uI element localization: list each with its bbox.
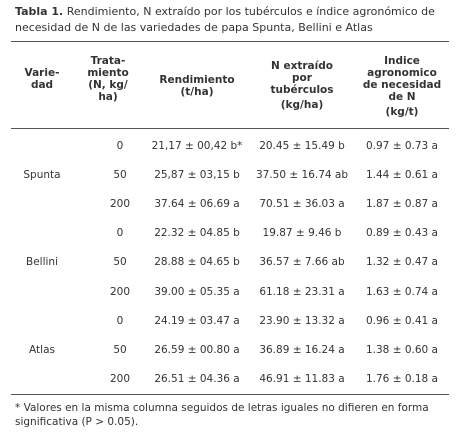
footnote: * Valores en la misma columna seguidos d…	[15, 402, 429, 428]
cell-n-extraido: 61.18 ± 23.31 a	[259, 286, 345, 298]
caption-text: Rendimiento, N extraído por los tubércul…	[15, 5, 435, 34]
cell-rendimiento: 39.00 ± 05.35 a	[154, 286, 240, 298]
cell-n-extraido: 36.89 ± 16.24 a	[259, 344, 345, 356]
cell-n-extraido: 23.90 ± 13.32 a	[259, 315, 345, 327]
cell-indice: 1.87 ± 0.87 a	[365, 198, 438, 210]
cell-variedad: Bellini	[26, 256, 58, 268]
header-rendimiento-line: (t/ha)	[180, 86, 214, 98]
cell-rendimiento: 28.88 ± 04.65 b	[154, 256, 240, 268]
cell-tratamiento: 0	[116, 140, 124, 152]
cell-indice: 1.38 ± 0.60 a	[365, 344, 438, 356]
cell-indice: 0.89 ± 0.43 a	[365, 227, 438, 239]
cell-rendimiento: 22.32 ± 04.85 b	[154, 227, 240, 239]
bottom-rule	[11, 394, 449, 395]
header-indice-line: de N	[388, 91, 416, 103]
header-rule	[11, 128, 449, 129]
header-indice-line: (kg/t)	[385, 106, 419, 118]
cell-tratamiento: 200	[109, 198, 131, 210]
cell-tratamiento: 200	[109, 286, 131, 298]
header-variedad-line: dad	[30, 79, 54, 91]
header-n-extraido-line: por	[292, 72, 312, 84]
header-variedad: Varie- dad	[12, 67, 72, 91]
cell-rendimiento: 21,17 ± 00,42 b*	[151, 140, 243, 152]
cell-tratamiento: 50	[113, 344, 127, 356]
header-rendimiento: Rendimiento (t/ha)	[147, 74, 247, 98]
cell-indice: 1.44 ± 0.61 a	[365, 169, 438, 181]
cell-n-extraido: 46.91 ± 11.83 a	[259, 373, 345, 385]
cell-n-extraido: 20.45 ± 15.49 b	[259, 140, 345, 152]
header-indice-line: Indice	[384, 55, 420, 67]
cell-rendimiento: 26.59 ± 00.80 a	[154, 344, 240, 356]
cell-rendimiento: 37.64 ± 06.69 a	[154, 198, 240, 210]
caption-label: Tabla 1.	[15, 5, 64, 18]
header-tratamiento-line: (N, kg/	[88, 79, 128, 91]
header-n-extraido-line: N extraído	[271, 60, 333, 72]
header-indice-line: de necesidad	[362, 79, 442, 91]
header-tratamiento-line: ha)	[98, 91, 118, 103]
cell-n-extraido: 36.57 ± 7.66 ab	[259, 256, 345, 268]
cell-indice: 1.32 ± 0.47 a	[365, 256, 438, 268]
top-rule	[11, 41, 449, 42]
header-variedad-line: Varie-	[24, 67, 60, 79]
cell-rendimiento: 25,87 ± 03,15 b	[154, 169, 240, 181]
header-indice: Indice agronomico de necesidad de N (kg/…	[352, 55, 452, 118]
cell-n-extraido: 70.51 ± 36.03 a	[259, 198, 345, 210]
cell-indice: 0.96 ± 0.41 a	[365, 315, 438, 327]
cell-tratamiento: 0	[116, 315, 124, 327]
cell-n-extraido: 37.50 ± 16.74 ab	[255, 169, 349, 181]
cell-tratamiento: 50	[113, 169, 127, 181]
header-rendimiento-line: Rendimiento	[159, 74, 235, 86]
header-tratamiento: Trata- miento (N, kg/ ha)	[78, 55, 138, 103]
cell-tratamiento: 0	[116, 227, 124, 239]
cell-tratamiento: 200	[109, 373, 131, 385]
header-tratamiento-line: miento	[87, 67, 129, 79]
header-tratamiento-line: Trata-	[90, 55, 126, 67]
cell-tratamiento: 50	[113, 256, 127, 268]
table-caption: Tabla 1. Rendimiento, N extraído por los…	[15, 4, 445, 36]
header-n-extraido-line: tubérculos	[270, 84, 334, 96]
cell-indice: 1.63 ± 0.74 a	[365, 286, 438, 298]
header-indice-line: agronomico	[367, 67, 437, 79]
cell-indice: 1.76 ± 0.18 a	[365, 373, 438, 385]
cell-rendimiento: 26.51 ± 04.36 a	[154, 373, 240, 385]
cell-variedad: Atlas	[29, 344, 55, 356]
cell-indice: 0.97 ± 0.73 a	[365, 140, 438, 152]
cell-n-extraido: 19.87 ± 9.46 b	[262, 227, 342, 239]
header-n-extraido: N extraído por tubérculos (kg/ha)	[252, 60, 352, 111]
header-n-extraido-line: (kg/ha)	[280, 99, 324, 111]
cell-variedad: Spunta	[23, 169, 61, 181]
cell-rendimiento: 24.19 ± 03.47 a	[154, 315, 240, 327]
